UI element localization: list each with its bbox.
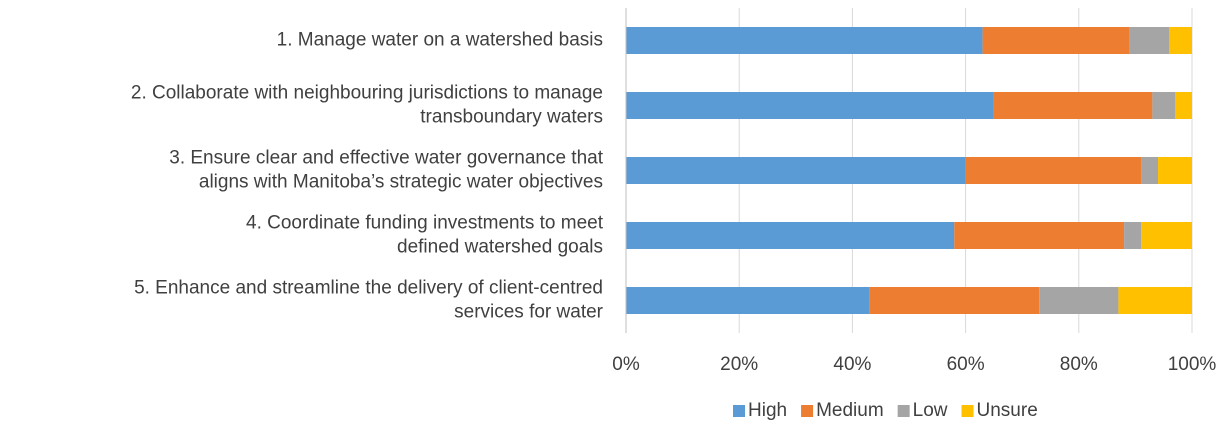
legend-label: Medium	[816, 400, 884, 421]
category-label: 1. Manage water on a watershed basis	[277, 30, 603, 51]
bar-segment	[1158, 157, 1192, 184]
bar-segment	[626, 92, 994, 119]
x-tick-label: 80%	[1060, 354, 1098, 375]
category-label: 5. Enhance and streamline the delivery o…	[134, 278, 604, 323]
bar-segment	[1169, 27, 1192, 54]
bar-segment	[626, 27, 983, 54]
x-tick-label: 100%	[1168, 354, 1217, 375]
bar-segment	[1124, 222, 1142, 249]
bar-segment	[626, 287, 870, 314]
bar-segment	[993, 92, 1153, 119]
bar-segment	[1175, 92, 1192, 119]
bar-segment	[1152, 92, 1176, 119]
legend-swatch	[961, 405, 974, 417]
legend-swatch	[733, 405, 745, 417]
x-tick-label: 40%	[833, 354, 871, 375]
bar-segment	[1039, 287, 1119, 314]
bar-segment	[965, 157, 1142, 184]
x-tick-label: 60%	[947, 354, 985, 375]
bar-segment	[954, 222, 1125, 249]
bar-segment	[1118, 287, 1192, 314]
legend-label: High	[748, 400, 787, 421]
bar-segment	[626, 157, 966, 184]
category-label: 4. Coordinate funding investments to mee…	[246, 213, 604, 258]
bar-segment	[869, 287, 1040, 314]
bar-segment	[1141, 222, 1192, 249]
legend-swatch	[801, 405, 814, 417]
x-tick-label: 0%	[612, 354, 640, 375]
bar-segment	[1141, 157, 1159, 184]
bar-segment	[626, 222, 955, 249]
bar-segment	[1129, 27, 1170, 54]
bar-segment	[982, 27, 1130, 54]
category-label: 2. Collaborate with neighbouring jurisdi…	[131, 83, 603, 128]
category-label: 3. Ensure clear and effective water gove…	[169, 148, 603, 193]
legend-label: Low	[913, 400, 948, 421]
x-tick-label: 20%	[720, 354, 758, 375]
legend-label: Unsure	[977, 400, 1038, 421]
legend-swatch	[897, 405, 910, 417]
